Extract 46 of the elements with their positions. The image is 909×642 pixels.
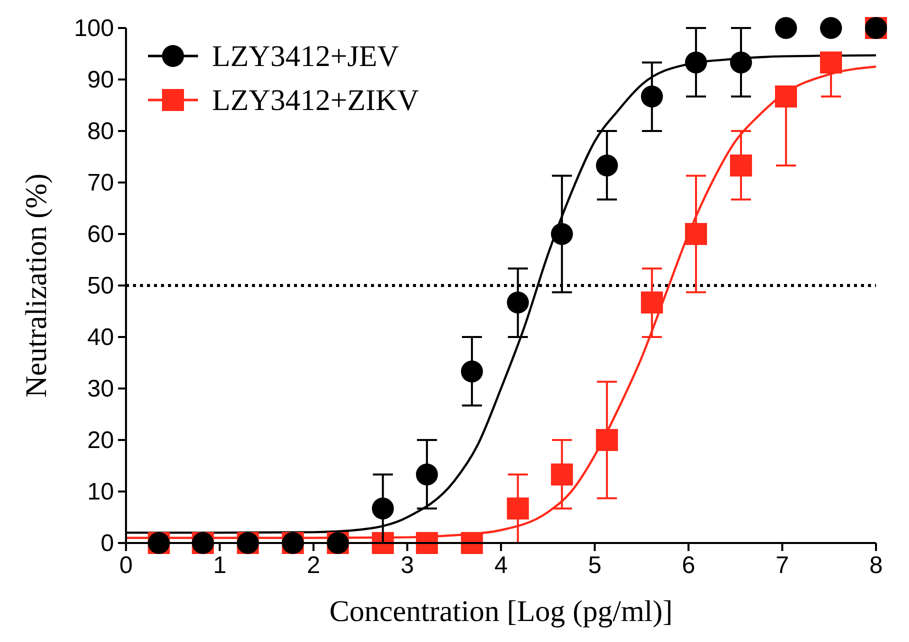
point — [640, 85, 663, 108]
y-tick-label: 0 — [100, 530, 114, 557]
point — [820, 17, 842, 39]
point — [372, 532, 394, 554]
y-tick-label: 50 — [87, 272, 114, 300]
x-tick-label: 0 — [119, 552, 133, 579]
x-axis-title: Concentration [Log (pg/ml)] — [329, 595, 673, 628]
point — [775, 17, 797, 39]
y-tick-label: 60 — [87, 221, 114, 248]
point — [640, 291, 663, 314]
y-tick-label: 10 — [87, 478, 114, 506]
y-tick-label: 30 — [87, 376, 114, 402]
x-tick-label: 4 — [494, 552, 508, 579]
legend-label: LZY3412+JEV — [212, 40, 400, 73]
y-tick-label: 90 — [87, 66, 114, 94]
y-axis-title: Neutralization (%) — [20, 173, 53, 398]
point — [506, 291, 529, 314]
point — [550, 464, 573, 486]
point — [416, 464, 438, 486]
point — [506, 497, 529, 520]
point — [372, 497, 394, 520]
y-tick-label: 70 — [87, 170, 114, 196]
point — [730, 52, 752, 74]
point — [416, 532, 438, 554]
point — [596, 154, 618, 177]
y-tick-label: 80 — [87, 118, 114, 145]
x-tick-label: 3 — [400, 552, 414, 579]
point — [820, 52, 842, 74]
x-tick-label: 5 — [588, 552, 602, 579]
y-tick-label: 40 — [87, 324, 114, 351]
point — [730, 154, 752, 177]
x-tick-label: 2 — [306, 552, 320, 579]
legend-label: LZY3412+ZIKV — [212, 84, 420, 117]
point — [460, 360, 483, 383]
x-tick-label: 8 — [869, 552, 883, 579]
point — [460, 532, 483, 554]
x-tick-label: 7 — [776, 552, 789, 579]
x-tick-label: 6 — [682, 552, 696, 579]
point — [685, 223, 707, 245]
point — [775, 85, 797, 108]
y-tick-label: 20 — [87, 427, 114, 454]
x-tick-label: 1 — [213, 552, 226, 579]
point — [550, 223, 573, 245]
point — [685, 52, 707, 74]
point — [596, 429, 618, 451]
y-tick-label: 100 — [74, 15, 114, 42]
